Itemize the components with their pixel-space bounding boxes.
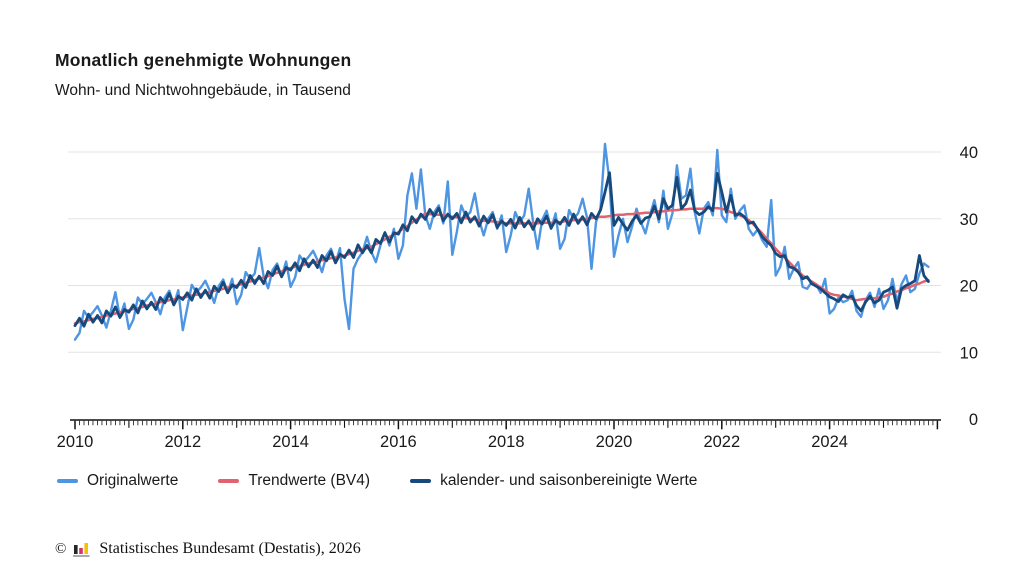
svg-text:0: 0 bbox=[969, 411, 978, 429]
svg-text:40: 40 bbox=[960, 144, 978, 162]
series-trendwerte-bv4- bbox=[73, 206, 930, 325]
source-note: © Statistisches Bundesamt (Destatis), 20… bbox=[55, 540, 361, 558]
svg-text:10: 10 bbox=[960, 344, 978, 362]
svg-text:2018: 2018 bbox=[488, 433, 525, 451]
legend-label: kalender- und saisonbereinigte Werte bbox=[440, 472, 698, 489]
series-kalender-und-saisonbereinigte-werte bbox=[73, 171, 930, 328]
destatis-logo-icon bbox=[73, 542, 90, 557]
legend-label: Originalwerte bbox=[87, 472, 179, 489]
copyright-symbol: © bbox=[55, 540, 67, 557]
originalwerte-line-swatch bbox=[57, 479, 78, 483]
svg-text:2022: 2022 bbox=[703, 433, 740, 451]
svg-text:2012: 2012 bbox=[164, 433, 201, 451]
legend-item-originalwerte: Originalwerte bbox=[57, 472, 178, 490]
legend: Originalwerte Trendwerte (BV4) kalender-… bbox=[57, 472, 697, 490]
x-axis bbox=[70, 419, 941, 430]
y-axis-labels: 0 10 20 30 40 bbox=[960, 144, 978, 429]
series-lines bbox=[73, 142, 930, 341]
series-originalwerte bbox=[73, 142, 930, 341]
svg-text:2020: 2020 bbox=[596, 433, 633, 451]
saisonbereinigt-line-swatch bbox=[410, 479, 432, 483]
x-axis-labels: 2010 2012 2014 2016 2018 2020 2022 2024 bbox=[57, 433, 848, 451]
legend-label: Trendwerte (BV4) bbox=[248, 472, 371, 489]
svg-text:2024: 2024 bbox=[811, 433, 848, 451]
chart-title: Monatlich genehmigte Wohnungen bbox=[55, 50, 352, 70]
svg-text:20: 20 bbox=[960, 278, 978, 296]
svg-text:2016: 2016 bbox=[380, 433, 417, 451]
svg-text:2014: 2014 bbox=[272, 433, 309, 451]
svg-text:30: 30 bbox=[960, 211, 978, 229]
legend-item-saisonbereinigt: kalender- und saisonbereinigte Werte bbox=[410, 472, 697, 490]
svg-text:2010: 2010 bbox=[57, 433, 94, 451]
chart-subtitle: Wohn- und Nichtwohngebäude, in Tausend bbox=[55, 82, 351, 99]
line-chart: 0 10 20 30 40 2010 2012 2014 2016 2018 2020 2022 202… bbox=[57, 142, 978, 451]
gridlines bbox=[68, 151, 941, 353]
legend-item-trendwerte: Trendwerte (BV4) bbox=[218, 472, 370, 490]
trendwerte-line-swatch bbox=[218, 479, 240, 483]
source-text: Statistisches Bundesamt (Destatis), 2026 bbox=[99, 540, 361, 557]
